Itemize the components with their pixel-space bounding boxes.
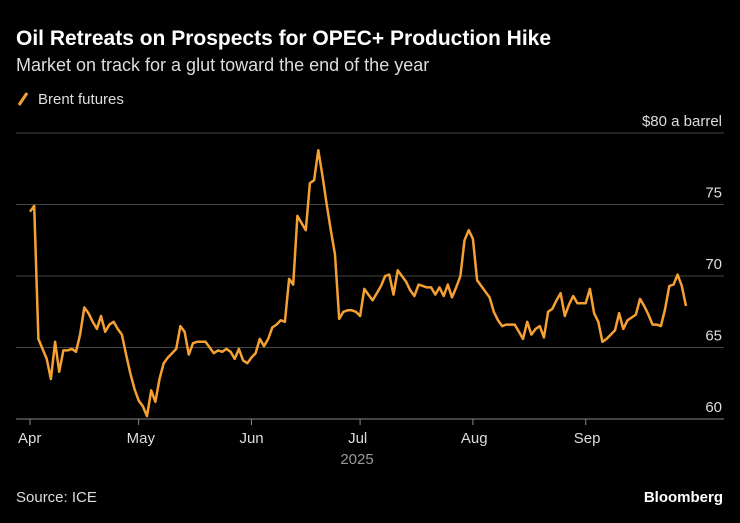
x-tick-label: May [127, 430, 156, 447]
y-tick-label: $80 a barrel [642, 113, 722, 130]
chart-subtitle: Market on track for a glut toward the en… [16, 55, 429, 75]
y-tick-label: 75 [705, 185, 722, 202]
x-tick-label: Jul [348, 430, 367, 447]
brand: Bloomberg [644, 489, 723, 506]
legend-label: Brent futures [38, 91, 124, 108]
y-tick-label: 70 [705, 256, 722, 273]
legend-swatch [17, 92, 29, 106]
x-tick-label: Apr [18, 430, 41, 447]
source: Source: ICE [16, 489, 97, 506]
x-tick-label: Aug [461, 430, 488, 447]
y-tick-label: 65 [705, 328, 722, 345]
x-axis-label: 2025 [340, 451, 373, 468]
y-tick-label: 60 [705, 399, 722, 416]
x-tick-label: Sep [574, 430, 601, 447]
x-tick-label: Jun [239, 430, 263, 447]
chart-title: Oil Retreats on Prospects for OPEC+ Prod… [16, 27, 551, 50]
series-line [28, 148, 688, 418]
